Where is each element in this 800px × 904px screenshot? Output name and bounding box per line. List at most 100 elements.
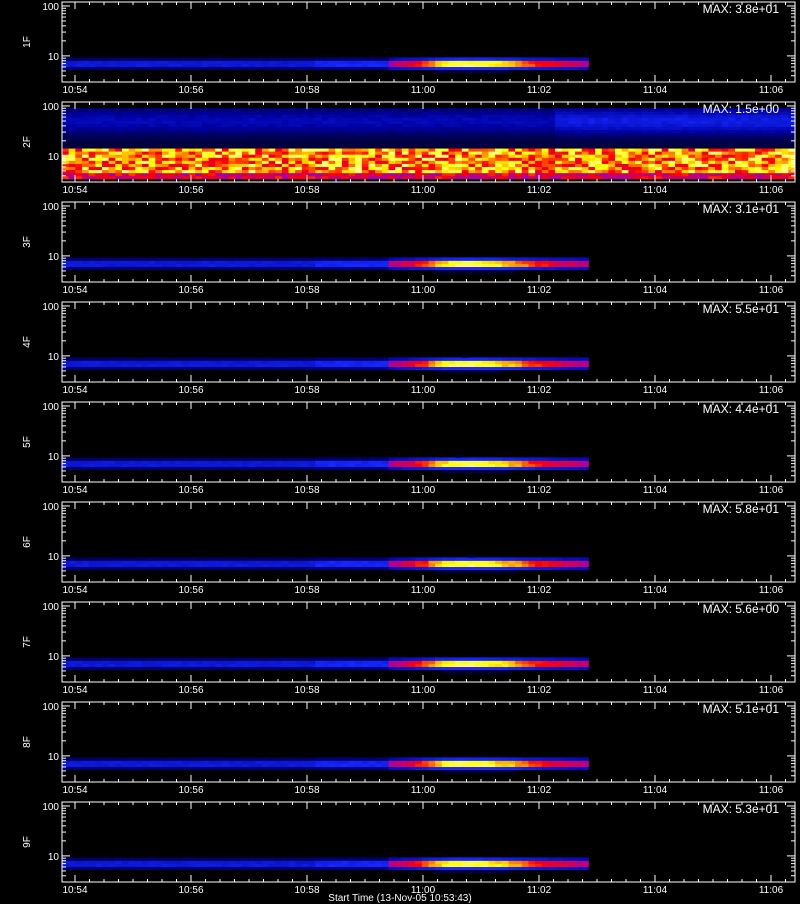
heatmap-cell: [422, 64, 429, 67]
heatmap-cell: [628, 108, 635, 111]
heatmap-cell: [235, 170, 242, 173]
heatmap-cell: [455, 133, 462, 136]
heatmap-cell: [342, 557, 349, 560]
heatmap-cell: [562, 457, 569, 460]
heatmap-cell: [229, 114, 236, 117]
heatmap-cell: [555, 114, 562, 117]
heatmap-cell: [195, 257, 202, 260]
heatmap-cell: [235, 357, 242, 360]
heatmap-cell: [169, 457, 176, 460]
heatmap-cell: [488, 267, 495, 270]
heatmap-cell: [249, 114, 256, 117]
heatmap-cell: [662, 142, 669, 145]
heatmap-cell: [555, 67, 562, 70]
heatmap-cell: [495, 176, 502, 179]
heatmap-cell: [655, 176, 662, 179]
heatmap-cell: [528, 357, 535, 360]
heatmap-cell: [155, 167, 162, 170]
heatmap-cell: [375, 264, 382, 267]
heatmap-cell: [169, 148, 176, 151]
heatmap-cell: [515, 130, 522, 133]
heatmap-cell: [602, 148, 609, 151]
heatmap-cell: [502, 464, 509, 467]
heatmap-cell: [482, 124, 489, 127]
heatmap-cell: [495, 142, 502, 145]
heatmap-cell: [169, 133, 176, 136]
heatmap-cell: [635, 136, 642, 139]
heatmap-cell: [395, 57, 402, 60]
heatmap-cell: [222, 557, 229, 560]
heatmap-cell: [622, 117, 629, 120]
heatmap-cell: [548, 57, 555, 60]
heatmap-cell: [475, 173, 482, 176]
heatmap-cells: [62, 108, 795, 179]
heatmap-cell: [135, 564, 142, 567]
heatmap-cell: [742, 136, 749, 139]
heatmap-cell: [182, 257, 189, 260]
heatmap-cell: [668, 108, 675, 111]
heatmap-cell: [282, 257, 289, 260]
heatmap-cell: [315, 124, 322, 127]
heatmap-cell: [155, 136, 162, 139]
heatmap-cell: [322, 260, 329, 263]
heatmap-cell: [335, 139, 342, 142]
heatmap-cell: [435, 127, 442, 130]
heatmap-cell: [708, 151, 715, 154]
heatmap-cell: [542, 260, 549, 263]
heatmap-cell: [82, 117, 89, 120]
heatmap-cell: [668, 148, 675, 151]
heatmap-cell: [409, 367, 416, 370]
heatmap-cell: [695, 136, 702, 139]
heatmap-cell: [582, 567, 589, 570]
heatmap-cell: [735, 124, 742, 127]
heatmap-cell: [355, 460, 362, 463]
heatmap-cell: [149, 60, 156, 63]
heatmap-cell: [175, 264, 182, 267]
heatmap-cell: [422, 124, 429, 127]
heatmap-cell: [668, 170, 675, 173]
heatmap-cell: [448, 127, 455, 130]
heatmap-cell: [775, 148, 782, 151]
heatmap-cell: [189, 164, 196, 167]
heatmap-cell: [195, 151, 202, 154]
heatmap-cell: [289, 133, 296, 136]
heatmap-cell: [409, 127, 416, 130]
heatmap-cell: [235, 464, 242, 467]
heatmap-cell: [229, 111, 236, 114]
heatmap-cell: [322, 117, 329, 120]
heatmap-cell: [582, 120, 589, 123]
heatmap-cell: [162, 557, 169, 560]
heatmap-cell: [542, 142, 549, 145]
heatmap-cell: [255, 464, 262, 467]
heatmap-cell: [455, 470, 462, 473]
heatmap-cell: [349, 154, 356, 157]
heatmap-cell: [142, 108, 149, 111]
x-tick-label: 11:04: [643, 185, 668, 196]
heatmap-cell: [302, 364, 309, 367]
heatmap-cell: [575, 176, 582, 179]
heatmap-cell: [522, 117, 529, 120]
heatmap-cell: [109, 176, 116, 179]
heatmap-cell: [189, 136, 196, 139]
heatmap-cell: [302, 264, 309, 267]
heatmap-cell: [442, 360, 449, 363]
heatmap-cell: [495, 264, 502, 267]
heatmap-cell: [488, 108, 495, 111]
heatmap-cell: [362, 111, 369, 114]
heatmap-cell: [548, 367, 555, 370]
heatmap-cell: [502, 173, 509, 176]
heatmap-cell: [129, 60, 136, 63]
heatmap-cell: [342, 260, 349, 263]
heatmap-cell: [315, 264, 322, 267]
heatmap-cell: [535, 127, 542, 130]
heatmap-cell: [535, 117, 542, 120]
heatmap-cell: [422, 267, 429, 270]
heatmap-cell: [142, 164, 149, 167]
heatmap-cell: [409, 260, 416, 263]
heatmap-cell: [562, 173, 569, 176]
heatmap-cell: [748, 124, 755, 127]
heatmap-cell: [462, 370, 469, 373]
heatmap-cell: [282, 139, 289, 142]
heatmap-cell: [209, 142, 216, 145]
heatmap-cell: [169, 257, 176, 260]
